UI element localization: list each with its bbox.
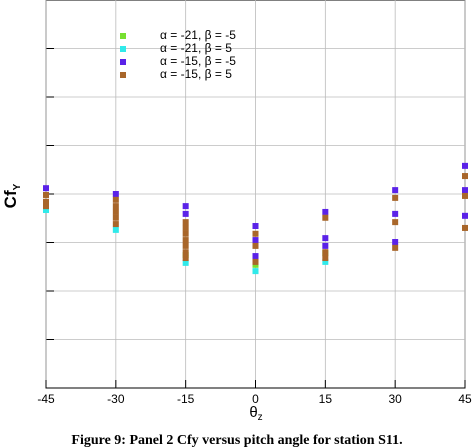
data-point — [43, 185, 49, 192]
data-point — [43, 191, 49, 198]
data-point — [322, 255, 329, 262]
data-point — [112, 221, 119, 228]
x-axis-label-sub: z — [258, 412, 263, 423]
data-point — [252, 258, 259, 265]
data-point — [252, 223, 259, 230]
data-point — [43, 207, 49, 214]
x-tick-label: 30 — [388, 392, 402, 406]
data-point — [252, 253, 259, 260]
data-point — [112, 208, 119, 215]
x-axis-label-main: θ — [249, 404, 257, 421]
legend-label: α = -21, β = 5 — [160, 41, 232, 55]
data-point — [112, 226, 119, 233]
x-tick-label: 15 — [319, 392, 333, 406]
data-point — [182, 219, 189, 226]
data-point — [112, 214, 119, 221]
data-point — [392, 194, 399, 201]
legend-label: α = -15, β = 5 — [160, 67, 232, 81]
y-axis-label: CfY — [1, 183, 22, 208]
legend-label: α = -21, β = -5 — [160, 28, 236, 42]
data-point — [322, 258, 329, 265]
data-point — [112, 196, 119, 203]
data-point — [392, 187, 399, 194]
legend-swatch — [120, 33, 126, 39]
data-point — [252, 242, 259, 249]
data-point — [182, 210, 189, 217]
data-point — [322, 235, 329, 242]
data-point — [252, 268, 259, 275]
data-point — [322, 214, 329, 221]
data-point — [462, 173, 468, 180]
legend-swatch — [120, 46, 126, 52]
y-axis-label-sub: Y — [12, 183, 23, 190]
data-point — [182, 230, 189, 237]
data-point — [252, 230, 259, 237]
caption: Figure 9: Panel 2 Cfy versus pitch angle… — [71, 433, 402, 448]
x-axis-label: θz — [249, 404, 262, 423]
data-point — [392, 244, 399, 251]
data-point — [43, 203, 49, 210]
data-point — [182, 224, 189, 231]
data-point — [392, 210, 399, 217]
data-point — [322, 242, 329, 249]
data-point — [182, 255, 189, 262]
x-tick-label: 0 — [252, 392, 259, 406]
data-point — [182, 237, 189, 244]
data-point — [392, 219, 399, 226]
data-point — [112, 191, 119, 197]
data-point — [462, 192, 468, 199]
data-point — [322, 208, 329, 215]
x-tick-label: -45 — [37, 392, 55, 406]
x-tick-label: -30 — [107, 392, 125, 406]
data-point — [252, 237, 259, 244]
legend-swatch — [120, 72, 126, 78]
data-point — [462, 162, 468, 169]
data-point — [462, 187, 468, 194]
data-point — [322, 249, 329, 256]
data-point — [462, 224, 468, 231]
data-point — [182, 242, 189, 249]
data-point — [182, 249, 189, 256]
data-point — [392, 239, 399, 246]
data-point — [182, 259, 189, 266]
legend-swatch — [120, 59, 126, 65]
x-tick-label: 45 — [458, 392, 472, 406]
y-axis-label-main: Cf — [1, 190, 20, 208]
legend-label: α = -15, β = -5 — [160, 54, 236, 68]
data-point — [462, 212, 468, 219]
data-point — [112, 203, 119, 210]
data-point — [43, 198, 49, 205]
data-point — [182, 203, 189, 210]
x-tick-label: -15 — [177, 392, 195, 406]
